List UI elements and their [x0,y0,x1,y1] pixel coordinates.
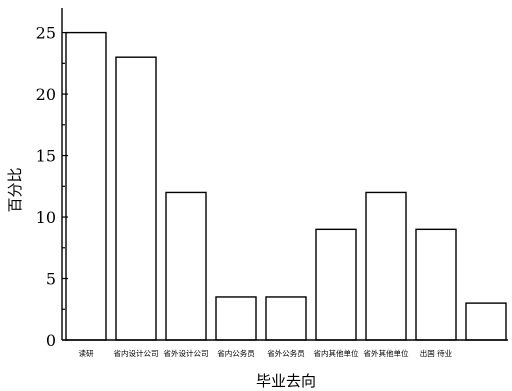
x-tick-label: 出国 待业 [420,348,453,358]
x-tick-label: 省内设计公司 [114,348,159,358]
y-tick-label: 5 [46,270,56,289]
x-tick-label: 省外设计公司 [164,348,209,358]
x-tick-label: 读研 [79,348,94,358]
y-tick-label: 15 [36,147,56,166]
bar-3 [165,191,207,341]
y-tick-label: 10 [36,208,56,227]
bar-6 [315,228,357,341]
y-ticks-group: 0 5 10 15 20 25 [36,24,68,350]
bars-group [65,31,507,341]
bar-5 [265,296,307,341]
bar-8 [415,228,457,341]
bar-2 [115,56,157,341]
x-tick-label: 省内公务员 [217,348,255,358]
x-tick-label: 省内其他单位 [314,348,359,358]
bar-9 [465,302,507,341]
bar-4 [215,296,257,341]
y-tick-label: 0 [46,331,56,350]
bar-1 [65,31,107,341]
x-labels-group: 读研 省内设计公司 省外设计公司 省内公务员 省外公务员 省内其他单位 省外其他单位 出国 待… [79,348,453,358]
x-tick-label: 省外公务员 [267,348,305,358]
y-tick-label: 20 [36,85,56,104]
x-tick-label: 省外其他单位 [364,348,409,358]
y-tick-label: 25 [36,24,56,43]
x-axis-title: 毕业去向 [256,372,316,390]
bar-7 [365,191,407,341]
y-axis-title: 百分比 [6,167,24,212]
